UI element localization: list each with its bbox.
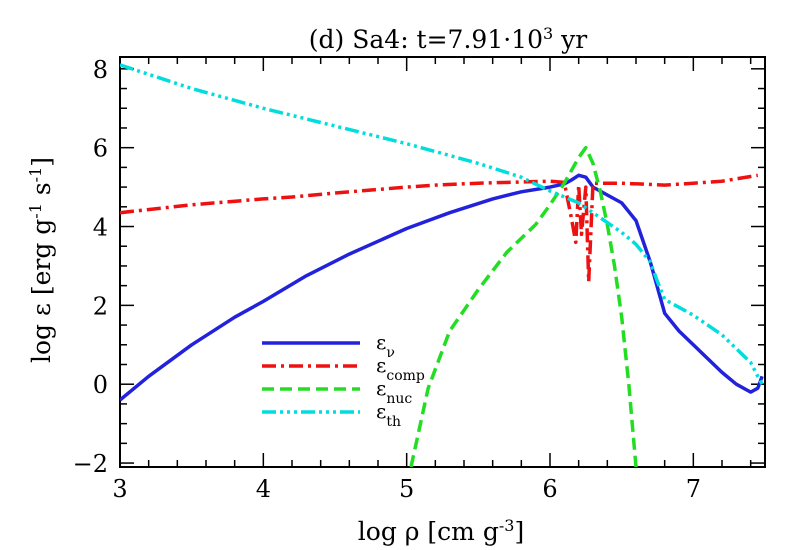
series-line-comp bbox=[120, 173, 759, 284]
axis-ticks bbox=[119, 57, 765, 467]
x-axis-label: log ρ [cm g-3] bbox=[358, 516, 524, 547]
y-tick-label: 8 bbox=[93, 56, 108, 84]
series-line-th bbox=[120, 63, 764, 386]
legend-label-th: εth bbox=[376, 399, 401, 430]
x-tick-label: 7 bbox=[686, 475, 701, 503]
series-lines bbox=[120, 63, 764, 467]
y-tick-label: 4 bbox=[93, 214, 108, 242]
legend-label-ν: εν bbox=[376, 330, 395, 361]
legend-label-nuc: εnuc bbox=[376, 376, 412, 407]
y-tick-label: −2 bbox=[73, 450, 108, 478]
chart-title: (d) Sa4: t=7.91·103 yr bbox=[309, 24, 587, 55]
plot-frame bbox=[119, 56, 766, 468]
y-axis-label: log ε [erg g-1 s-1] bbox=[26, 157, 57, 363]
y-tick-label: 6 bbox=[93, 135, 108, 163]
y-tick-label: 0 bbox=[93, 371, 108, 399]
x-tick-label: 6 bbox=[542, 475, 557, 503]
x-tick-labels: 3 4 5 6 7 bbox=[112, 475, 701, 503]
legend-label-comp: εcomp bbox=[376, 353, 425, 384]
x-tick-label: 3 bbox=[112, 475, 127, 503]
series-line-ν bbox=[120, 173, 764, 402]
x-tick-label: 5 bbox=[399, 475, 414, 503]
x-tick-label: 4 bbox=[256, 475, 271, 503]
y-tick-label: 2 bbox=[93, 292, 108, 320]
y-tick-labels: −2 0 2 4 6 8 bbox=[73, 56, 108, 478]
series-line-nuc bbox=[409, 145, 638, 467]
